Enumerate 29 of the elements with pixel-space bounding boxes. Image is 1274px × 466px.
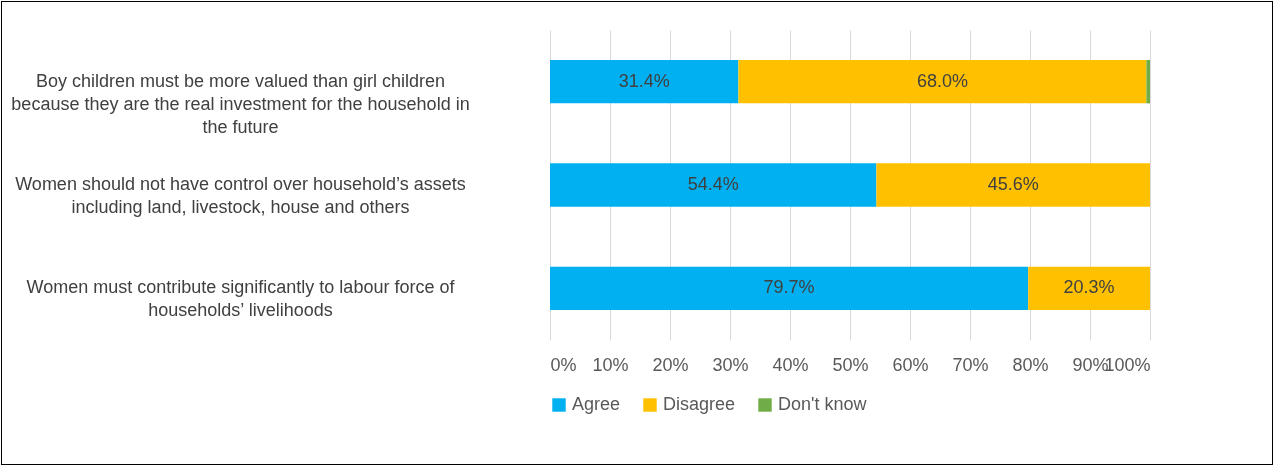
bar <box>550 266 1029 311</box>
bar <box>876 163 1150 207</box>
x-tick-label: 20% <box>652 354 689 375</box>
x-tick-label: 90% <box>1072 354 1109 375</box>
legend-label: Don't know <box>778 394 868 414</box>
data-label: 79.7% <box>763 277 815 298</box>
x-tick-label: 30% <box>712 354 749 375</box>
bar <box>550 163 877 207</box>
x-tick-label: 60% <box>892 354 929 375</box>
x-tick-label: 50% <box>832 354 869 375</box>
data-label: 45.6% <box>987 174 1039 194</box>
bar <box>1146 59 1150 104</box>
x-tick-label: 10% <box>592 354 629 375</box>
data-label: 68.0% <box>916 70 968 91</box>
y-tick-label: Boy children must be more valued than girl children because they are the real investment for the household in the future <box>11 70 470 137</box>
bar <box>738 59 1147 104</box>
x-tick-label: 0% <box>550 354 577 375</box>
data-label: 20.3% <box>1063 277 1115 298</box>
x-tick-label: 40% <box>772 354 809 375</box>
data-label: 31.4% <box>618 70 670 91</box>
legend-label: Disagree <box>663 394 736 414</box>
bar <box>1028 266 1150 311</box>
legend-label: Agree <box>572 394 621 414</box>
x-tick-label: 80% <box>1012 354 1049 375</box>
bar <box>550 59 739 104</box>
data-label: 54.4% <box>687 174 739 194</box>
y-tick-label: Women must contribute significantly to labour force of households’ livelihoods <box>26 277 456 321</box>
x-tick-label: 70% <box>952 354 989 375</box>
y-tick-label: Women should not have control over household’s assets including land, livestock, house and others <box>15 174 466 217</box>
